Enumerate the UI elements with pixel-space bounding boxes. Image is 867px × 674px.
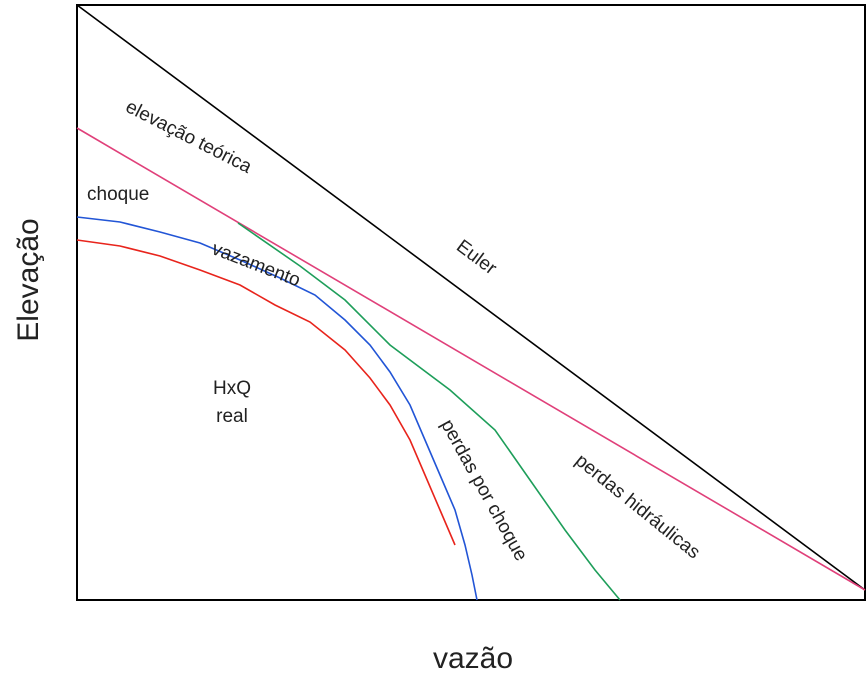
y-axis-title: Elevação — [12, 218, 45, 341]
label-hxq-real: real — [216, 406, 248, 427]
theoretical-head-line — [76, 127, 866, 591]
shock-loss-curve — [76, 216, 478, 601]
plot-frame — [76, 4, 866, 601]
label-perdas-hidraulicas: perdas hidráulicas — [571, 450, 704, 563]
x-axis-title: vazão — [433, 642, 513, 674]
hydraulic-loss-curve — [237, 222, 621, 601]
label-vazamento: vazamento — [209, 238, 303, 291]
label-perdas-por-choque: perdas por choque — [436, 416, 531, 565]
label-choque: choque — [87, 184, 149, 205]
euler-line — [76, 4, 866, 591]
label-hxq: HxQ — [213, 378, 251, 399]
label-euler: Euler — [452, 236, 501, 280]
real-head-curve — [76, 239, 456, 546]
